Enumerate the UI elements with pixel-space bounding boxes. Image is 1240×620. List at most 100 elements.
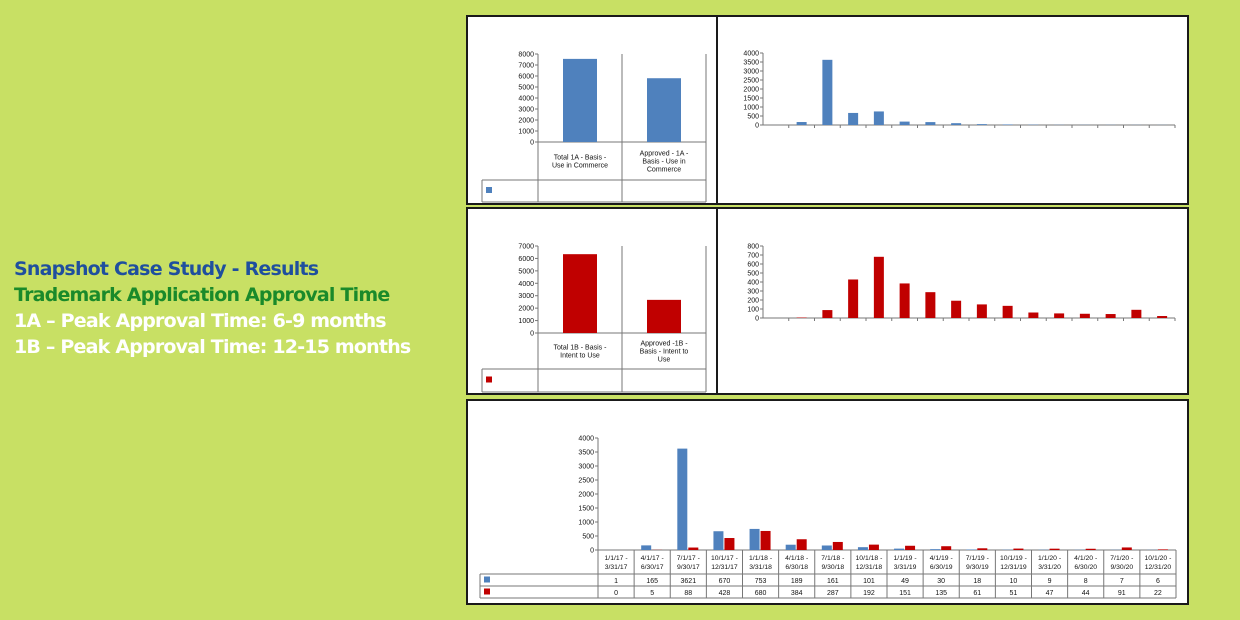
x-category-label: 1/1/18 -	[749, 555, 772, 562]
data-table-value: 680	[755, 590, 767, 597]
y-tick-label: 500	[747, 271, 759, 278]
bar-1b	[977, 548, 988, 550]
y-tick-label: 0	[755, 316, 759, 323]
data-table-value: 3621	[681, 578, 697, 585]
data-table-value: 670	[719, 578, 731, 585]
x-category-label: 1/1/20 -	[1038, 555, 1061, 562]
data-table-value: 9	[1048, 578, 1052, 585]
bar	[976, 304, 987, 318]
bar-1b	[1013, 548, 1024, 550]
x-category-label: 9/30/19	[966, 564, 989, 571]
bar	[951, 300, 962, 318]
x-category-label: 9/30/20	[1110, 564, 1133, 571]
y-tick-label: 200	[747, 298, 759, 305]
panel-combined-approval-date: 4000 3500 3000 2500 2000 1500 1000 500 0 1 0 1/1/17…	[466, 399, 1189, 605]
bar-1b	[905, 545, 916, 550]
bar-1a	[749, 528, 760, 550]
y-tick-label: 1500	[743, 96, 759, 103]
data-table-value: 18	[973, 578, 981, 585]
x-category-label: 9/30/18	[821, 564, 844, 571]
y-tick-label: 2500	[578, 478, 594, 485]
bar	[1054, 313, 1065, 318]
data-table-value: 91	[1118, 590, 1126, 597]
x-category-label: 3/31/19	[894, 564, 917, 571]
x-category-label: Basis - Intent to	[640, 349, 689, 356]
bar	[925, 122, 936, 125]
headline: Snapshot Case Study - Results Trademark …	[14, 256, 454, 360]
x-category-label: 12/31/19	[1000, 564, 1027, 571]
bar-1b	[796, 539, 807, 550]
bar	[848, 279, 859, 318]
x-category-label: 4/1/20 -	[1074, 555, 1097, 562]
bar	[873, 111, 884, 125]
data-table-value: 0	[614, 590, 618, 597]
data-table-value: 10	[1010, 578, 1018, 585]
y-tick-label: 800	[747, 244, 759, 251]
data-table-value: 161	[827, 578, 839, 585]
y-tick-label: 3500	[743, 60, 759, 67]
bar-1b	[1085, 548, 1096, 550]
data-table-value: 189	[791, 578, 803, 585]
y-tick-label: 1000	[518, 318, 534, 325]
x-category-label: 4/1/18 -	[785, 555, 808, 562]
x-category-label: 6/30/18	[785, 564, 808, 571]
data-table-value: 49	[901, 578, 909, 585]
bar-1a	[894, 548, 905, 550]
y-tick-label: 3500	[578, 450, 594, 457]
x-category-label: 1/1/17 -	[605, 555, 628, 562]
y-tick-label: 3000	[518, 293, 534, 300]
data-table-value: 61	[973, 590, 981, 597]
bar	[925, 292, 936, 318]
y-tick-label: 7000	[518, 244, 534, 251]
data-table-value: 165	[646, 578, 658, 585]
bar-1a	[930, 549, 941, 550]
bar	[976, 124, 987, 125]
x-category-label: 6/30/17	[641, 564, 664, 571]
bar	[822, 59, 833, 125]
bar	[563, 58, 597, 142]
y-tick-label: 6000	[518, 256, 534, 263]
x-category-label: 4/1/17 -	[641, 555, 664, 562]
chart-1b-approval-date: 800 700 600 500 400 300 200 100 0	[747, 244, 1176, 323]
y-tick-label: 500	[747, 114, 759, 121]
y-tick-label: 1000	[578, 520, 594, 527]
y-tick-label: 400	[747, 280, 759, 287]
x-category-label: 10/1/19 -	[1000, 555, 1027, 562]
bar	[822, 310, 833, 318]
bar	[951, 123, 962, 125]
bar	[1131, 309, 1142, 318]
data-table-value: 7	[1120, 578, 1124, 585]
x-category-label: 7/1/18 -	[821, 555, 844, 562]
y-tick-label: 600	[747, 262, 759, 269]
bar	[1002, 124, 1013, 125]
panel-1a-applications: 8000 7000 6000 5000 4000 3000 2000 1000 0 Total 1…	[466, 15, 718, 205]
data-table-value: 51	[1010, 590, 1018, 597]
y-tick-label: 4000	[578, 436, 594, 443]
panel-1a-approval-date: 4000 3500 3000 2500 2000 1500 1000 500 0	[716, 15, 1189, 205]
y-tick-label: 0	[590, 548, 594, 555]
x-category-label: Commerce	[647, 167, 681, 174]
y-tick-label: 3000	[518, 107, 534, 114]
y-tick-label: 2500	[743, 78, 759, 85]
y-tick-label: 3000	[743, 69, 759, 76]
x-category-label: 3/31/18	[749, 564, 772, 571]
x-category-label: Use in Commerce	[552, 163, 608, 170]
data-table-value: 6	[1156, 578, 1160, 585]
headline-1a-peak: 1A – Peak Approval Time: 6-9 months	[14, 310, 387, 332]
data-table-value: 47	[1046, 590, 1054, 597]
y-tick-label: 0	[530, 140, 534, 147]
x-category-label: 7/1/20 -	[1110, 555, 1133, 562]
x-category-label: Total 1A - Basis -	[554, 155, 607, 162]
bar-1a	[785, 544, 796, 550]
x-category-label: 10/1/17 -	[711, 555, 738, 562]
bar-1a	[641, 545, 652, 550]
data-table-value: 384	[791, 590, 803, 597]
headline-1b-peak: 1B – Peak Approval Time: 12-15 months	[14, 336, 411, 358]
y-tick-label: 1500	[578, 506, 594, 513]
bar-1b	[1157, 549, 1168, 550]
bar-1b	[760, 530, 771, 550]
panel-1b-approval-date: 800 700 600 500 400 300 200 100 0	[716, 207, 1189, 395]
data-table-value: 30	[937, 578, 945, 585]
x-category-label: 12/31/18	[856, 564, 883, 571]
x-category-label: 12/31/20	[1145, 564, 1172, 571]
